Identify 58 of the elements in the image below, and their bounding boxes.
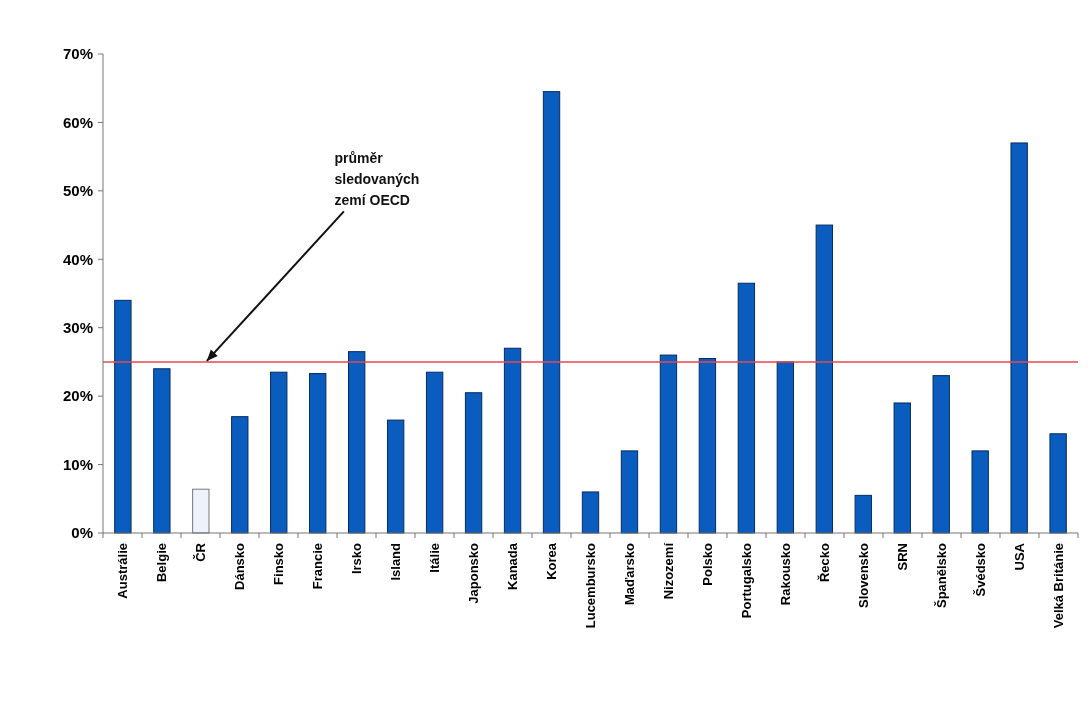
bar <box>698 358 717 534</box>
x-tick-label: Francie <box>310 543 326 590</box>
bar <box>153 368 171 534</box>
y-tick-label: 50% <box>62 182 93 200</box>
x-tick-label: Austrálie <box>115 543 131 599</box>
bar <box>114 299 132 534</box>
x-tick-label: Španělsko <box>933 542 949 609</box>
bar <box>776 361 795 534</box>
y-tick-label: 60% <box>62 113 93 131</box>
bar <box>1049 433 1067 534</box>
bar <box>503 347 522 534</box>
x-tick-label: Irsko <box>349 542 365 575</box>
x-tick-label: Nizozemí <box>660 542 676 600</box>
bar <box>309 373 327 534</box>
bar <box>581 491 600 534</box>
x-tick-label: Velká Británie <box>1050 543 1066 629</box>
bar <box>425 371 444 534</box>
x-tick-label: Japonsko <box>466 542 482 604</box>
bar <box>659 354 678 534</box>
bar <box>1010 142 1028 534</box>
bar <box>737 282 756 534</box>
x-tick-label: Švédsko <box>972 542 988 597</box>
x-tick-label: Island <box>388 542 404 581</box>
x-tick-label: Finsko <box>271 542 287 585</box>
x-tick-label: USA <box>1011 542 1027 571</box>
y-tick-label: 30% <box>62 318 93 336</box>
x-tick-label: Portugalsko <box>738 542 754 619</box>
bar <box>932 375 950 534</box>
bar <box>542 91 561 534</box>
bar <box>854 494 872 534</box>
bar <box>971 450 989 534</box>
bar <box>620 450 639 534</box>
bar <box>815 224 833 534</box>
bar <box>270 371 288 534</box>
y-tick-label: 20% <box>62 387 93 405</box>
x-tick-label: Slovensko <box>855 542 871 609</box>
x-tick-label: Polsko <box>699 542 715 586</box>
x-tick-label: Belgie <box>154 543 170 583</box>
x-tick-label: SRN <box>894 543 910 571</box>
x-tick-label: Lucembursko <box>583 542 599 629</box>
bar <box>231 416 249 534</box>
x-tick-label: Maďarsko <box>622 542 638 606</box>
bar <box>348 351 366 534</box>
y-tick-label: 10% <box>62 455 93 473</box>
x-tick-label: ČR <box>193 542 209 562</box>
y-tick-label: 40% <box>62 250 93 268</box>
y-tick-label: 70% <box>62 45 93 63</box>
x-tick-label: Kanada <box>505 542 521 590</box>
x-tick-label: Itálie <box>427 543 443 573</box>
x-tick-label: Korea <box>544 542 560 580</box>
x-tick-label: Řecko <box>816 542 832 583</box>
bar <box>386 419 405 534</box>
bar <box>464 392 483 534</box>
y-tick-label: 0% <box>71 524 93 542</box>
bar <box>893 402 911 534</box>
x-tick-label: Rakousko <box>777 542 793 606</box>
x-tick-label: Dánsko <box>232 542 248 590</box>
ref-line-label: průměr sledovaných zemí OECD <box>334 150 420 209</box>
